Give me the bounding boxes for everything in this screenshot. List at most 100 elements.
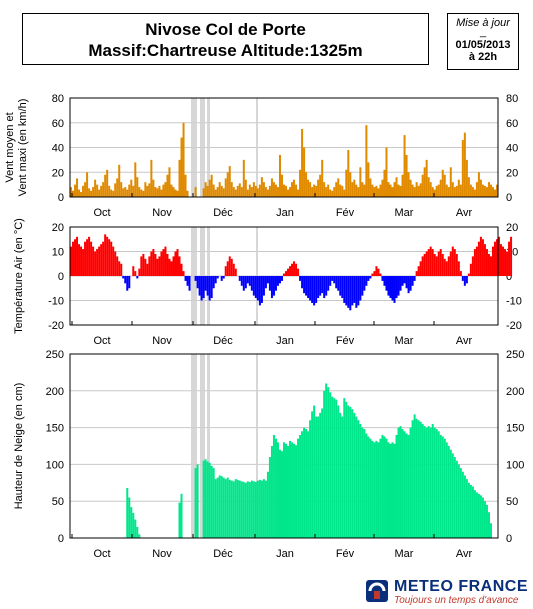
wind-bar bbox=[182, 122, 185, 197]
temp-bar-negative bbox=[369, 276, 372, 279]
month-label-Jan: Jan bbox=[276, 335, 294, 347]
temp-bar-negative bbox=[242, 276, 245, 291]
wind-bar bbox=[493, 189, 496, 197]
wind-bar bbox=[242, 159, 245, 197]
snow-bar bbox=[431, 423, 434, 538]
temp-bar-negative bbox=[351, 276, 354, 306]
snow-bar bbox=[425, 427, 428, 538]
snow-bar bbox=[339, 412, 342, 538]
snow-bar bbox=[309, 420, 312, 538]
temp-bar-positive bbox=[471, 256, 474, 276]
panel-frame bbox=[69, 97, 499, 198]
temp-bar-positive bbox=[447, 256, 450, 276]
snow-bar bbox=[467, 482, 470, 538]
wind-bar bbox=[319, 174, 322, 197]
snow-bar bbox=[132, 512, 135, 538]
temp-bar-positive bbox=[495, 239, 498, 276]
snow-bar bbox=[387, 442, 390, 538]
temp-bar-negative bbox=[220, 276, 223, 281]
temp-bar-negative bbox=[355, 276, 358, 308]
wind-bar bbox=[276, 187, 279, 197]
temp-bar-positive bbox=[479, 236, 482, 276]
temp-bar-positive bbox=[168, 258, 171, 276]
snow-bar bbox=[409, 427, 412, 538]
wind-bar bbox=[349, 172, 352, 197]
snow-bar bbox=[471, 486, 474, 538]
wind-bar bbox=[345, 169, 348, 197]
temp-bar-negative bbox=[122, 276, 125, 279]
temp-bar-negative bbox=[347, 276, 350, 308]
temp-bar-negative bbox=[325, 276, 328, 296]
wind-bar bbox=[252, 182, 255, 197]
temp-bar-positive bbox=[138, 268, 141, 276]
temp-bar-negative bbox=[343, 276, 346, 303]
temp-bar-negative bbox=[216, 276, 219, 279]
wind-bar bbox=[178, 159, 181, 197]
snow-bar bbox=[449, 449, 452, 538]
wind-bar bbox=[459, 184, 462, 197]
temp-bar-positive bbox=[174, 251, 177, 276]
temp-bar-positive bbox=[285, 271, 288, 276]
snow-bar bbox=[395, 434, 398, 538]
wind-bar bbox=[491, 187, 494, 197]
temp-bar-negative bbox=[244, 276, 247, 289]
temp-bar-positive bbox=[417, 266, 420, 276]
y-tick-label-right: 40 bbox=[506, 143, 518, 155]
snow-bar bbox=[232, 481, 235, 538]
snow-bar bbox=[413, 414, 416, 538]
snow-bar bbox=[278, 449, 281, 538]
temp-bar-positive bbox=[80, 246, 83, 276]
temp-bar-positive bbox=[232, 263, 235, 276]
wind-bar bbox=[465, 159, 468, 197]
snow-bar bbox=[134, 519, 137, 538]
wind-bar bbox=[272, 182, 275, 197]
temp-bar-positive bbox=[379, 273, 382, 276]
temp-bar-negative bbox=[339, 276, 342, 296]
wind-bar bbox=[361, 182, 364, 197]
temp-bar-positive bbox=[510, 236, 513, 276]
y-axis-label: Température Air (en °C) bbox=[13, 218, 25, 334]
snow-bar bbox=[347, 405, 350, 538]
wind-bar bbox=[369, 178, 372, 197]
chart-panel-3: 0 0 50 50 100 100 150 150 200 200 250 250 Oct Nov Déc J… bbox=[13, 349, 524, 560]
temp-bar-negative bbox=[196, 276, 199, 289]
wind-bar bbox=[447, 187, 450, 197]
snow-bar bbox=[381, 434, 384, 538]
snow-bar bbox=[423, 426, 426, 538]
snow-bar bbox=[483, 501, 486, 538]
snow-bar bbox=[343, 398, 346, 538]
temp-bar-positive bbox=[88, 236, 91, 276]
temp-bar-positive bbox=[160, 251, 163, 276]
temp-bar-negative bbox=[222, 276, 225, 279]
month-label-Fév: Fév bbox=[336, 207, 355, 219]
wind-bar bbox=[385, 147, 388, 197]
snow-bar bbox=[337, 405, 340, 538]
wind-bar bbox=[455, 185, 458, 197]
wind-bar bbox=[367, 162, 370, 197]
wind-bar bbox=[224, 178, 227, 197]
wind-bar bbox=[262, 182, 265, 197]
wind-bar bbox=[411, 184, 414, 197]
temp-bar-negative bbox=[240, 276, 243, 286]
temp-bar-negative bbox=[303, 276, 306, 294]
snow-bar bbox=[206, 461, 209, 538]
wind-bar bbox=[72, 190, 75, 197]
temp-bar-negative bbox=[389, 276, 392, 299]
temp-bar-negative bbox=[383, 276, 386, 286]
update-separator: _ bbox=[479, 26, 487, 38]
y-tick-label-right: 0 bbox=[506, 192, 512, 204]
wind-bar bbox=[70, 187, 73, 197]
snow-bar bbox=[455, 460, 458, 538]
temp-bar-positive bbox=[164, 246, 167, 276]
temp-bar-positive bbox=[102, 241, 105, 276]
wind-bar bbox=[116, 178, 119, 197]
wind-bar bbox=[365, 125, 368, 197]
wind-bar bbox=[124, 187, 127, 197]
missing-data-band bbox=[191, 354, 197, 538]
temp-bar-negative bbox=[202, 276, 205, 299]
wind-bar bbox=[84, 182, 87, 197]
wind-bar bbox=[270, 178, 273, 197]
wind-bar bbox=[280, 174, 283, 197]
wind-bar bbox=[303, 147, 306, 197]
wind-bar bbox=[413, 187, 416, 197]
